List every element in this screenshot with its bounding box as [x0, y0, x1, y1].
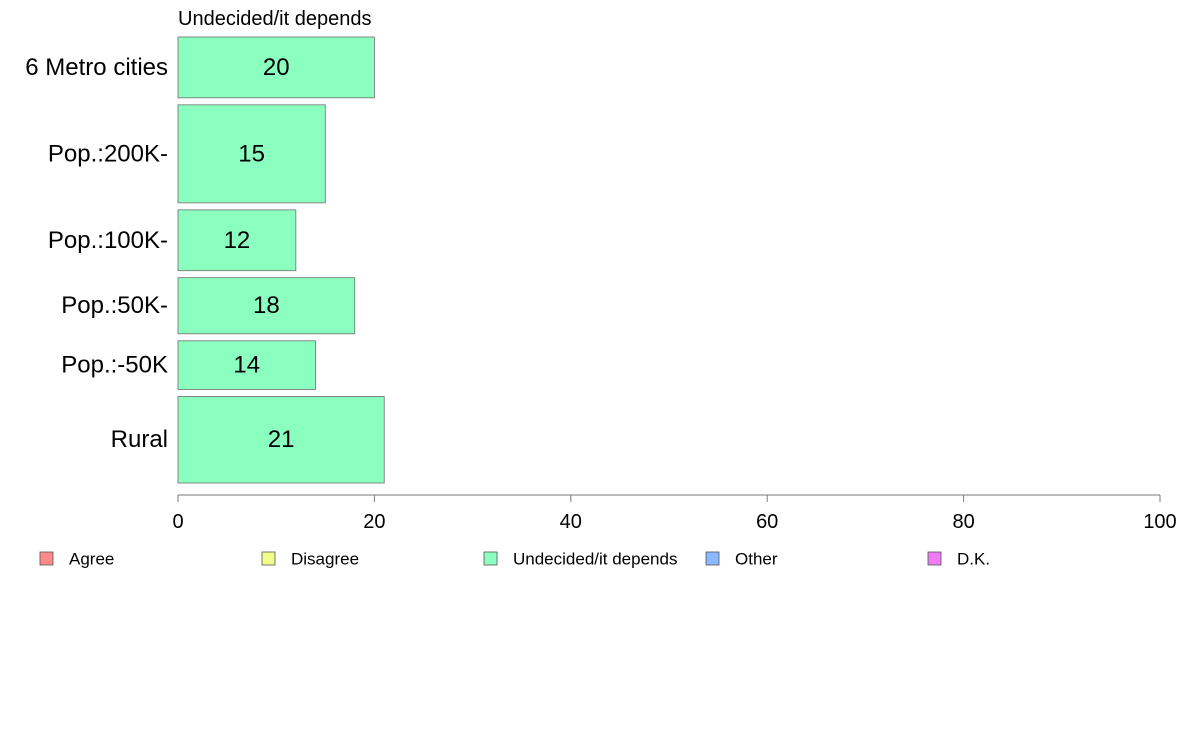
legend-swatch-2 [483, 551, 498, 566]
data-label-3: 18 [253, 292, 280, 319]
x-tick-label-1: 20 [363, 511, 385, 533]
bars-group [177, 36, 385, 484]
bar-5 [177, 396, 385, 484]
legend-label-1: Disagree [291, 550, 359, 569]
legend-swatch-0 [39, 551, 54, 566]
data-label-2: 12 [224, 227, 251, 254]
x-axis: 0 20 40 60 80 100 [172, 494, 1177, 533]
x-tick-label-4: 80 [952, 511, 974, 533]
category-label-0: 6 Metro cities [25, 54, 168, 81]
category-label-5: Rural [111, 426, 168, 453]
legend-swatch-3 [705, 551, 720, 566]
legend-label-3: Other [735, 550, 778, 569]
x-tick-label-0: 0 [172, 511, 183, 533]
chart-title: Undecided/it depends [178, 8, 371, 30]
legend: Agree Disagree Undecided/it depends Other D.… [39, 550, 990, 569]
bar-4 [177, 340, 316, 390]
legend-label-0: Agree [69, 550, 114, 569]
data-label-1: 15 [238, 140, 265, 167]
data-label-4: 14 [233, 352, 260, 379]
legend-label-2: Undecided/it depends [513, 550, 677, 569]
x-tick-label-2: 40 [560, 511, 582, 533]
x-tick-label-5: 100 [1143, 511, 1176, 533]
category-label-3: Pop.:50K- [61, 292, 168, 319]
legend-swatch-4 [927, 551, 942, 566]
category-label-2: Pop.:100K- [48, 227, 168, 254]
data-label-0: 20 [263, 54, 290, 81]
bar-1 [177, 104, 326, 204]
legend-swatch-1 [261, 551, 276, 566]
data-labels-group: 20 15 12 18 14 21 [224, 54, 295, 453]
x-tick-label-3: 60 [756, 511, 778, 533]
category-labels-group: 6 Metro cities Pop.:200K- Pop.:100K- Pop.:5… [25, 54, 168, 453]
bar-3 [177, 277, 356, 335]
category-label-4: Pop.:-50K [61, 352, 168, 379]
bar-2 [177, 209, 297, 272]
category-label-1: Pop.:200K- [48, 140, 168, 167]
legend-label-4: D.K. [957, 550, 990, 569]
bar-0 [177, 36, 375, 99]
data-label-5: 21 [268, 426, 295, 453]
